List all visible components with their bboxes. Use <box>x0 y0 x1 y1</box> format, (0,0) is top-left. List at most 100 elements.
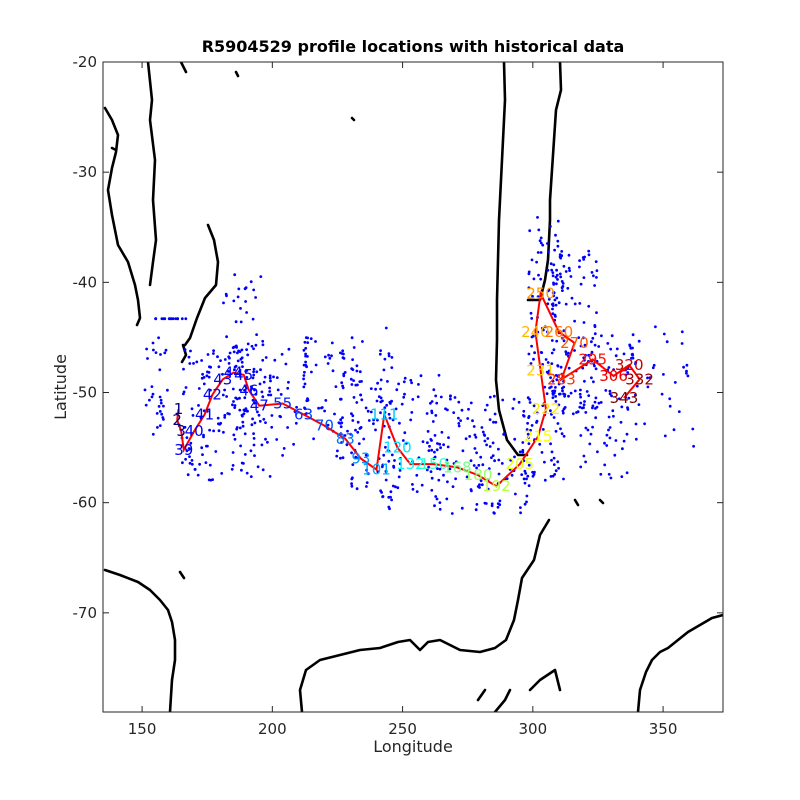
historical-point <box>374 387 377 391</box>
historical-point <box>539 236 543 240</box>
historical-point <box>205 374 209 378</box>
historical-point <box>411 398 415 401</box>
historical-point <box>233 437 237 441</box>
historical-point <box>523 481 527 485</box>
historical-point <box>526 396 530 400</box>
historical-point <box>206 370 209 374</box>
historical-point <box>467 407 470 411</box>
historical-point <box>685 369 688 373</box>
historical-point <box>479 455 483 459</box>
profile-label: 132 <box>396 455 425 473</box>
historical-point <box>228 356 231 360</box>
historical-point <box>483 439 487 443</box>
historical-point <box>154 317 158 321</box>
historical-point <box>245 369 249 372</box>
historical-point <box>600 334 603 338</box>
historical-point <box>529 428 532 432</box>
historical-point <box>553 313 557 317</box>
historical-point <box>557 382 561 386</box>
historical-point <box>527 484 531 487</box>
historical-point <box>590 271 594 274</box>
historical-point <box>546 268 550 272</box>
historical-point <box>397 382 400 386</box>
historical-point <box>546 361 550 364</box>
historical-point <box>429 470 433 473</box>
historical-point <box>243 453 247 456</box>
historical-point <box>554 386 557 389</box>
historical-point <box>261 468 265 472</box>
historical-point <box>231 464 235 467</box>
historical-point <box>460 506 464 510</box>
historical-point <box>208 428 212 432</box>
historical-point <box>157 336 161 340</box>
historical-point <box>595 405 599 409</box>
historical-point <box>454 477 457 481</box>
historical-point <box>205 444 208 448</box>
historical-point <box>253 388 256 392</box>
historical-point <box>267 393 270 397</box>
historical-point <box>261 343 265 347</box>
historical-point <box>646 385 650 389</box>
historical-point <box>573 319 576 323</box>
historical-point <box>264 437 267 441</box>
historical-point <box>627 396 631 400</box>
historical-point <box>543 325 547 329</box>
historical-point <box>552 348 556 352</box>
profile-label: 3 <box>176 422 186 440</box>
historical-point <box>182 390 186 394</box>
profile-label: 111 <box>370 406 399 424</box>
historical-point <box>223 413 227 417</box>
profile-label: 40 <box>185 422 204 440</box>
historical-point <box>190 459 194 462</box>
historical-point <box>611 409 615 413</box>
historical-point <box>438 467 442 471</box>
historical-point <box>303 370 306 374</box>
historical-point <box>233 406 237 409</box>
historical-point <box>188 455 191 458</box>
historical-point <box>427 449 431 452</box>
historical-point <box>562 380 565 383</box>
historical-point <box>612 368 615 371</box>
historical-point <box>608 389 612 393</box>
historical-point <box>244 407 248 411</box>
historical-point <box>268 374 272 378</box>
historical-point <box>391 418 395 422</box>
historical-point <box>578 405 582 409</box>
historical-point <box>182 367 185 371</box>
historical-point <box>567 266 571 270</box>
historical-point <box>474 435 478 439</box>
historical-point <box>200 359 204 362</box>
historical-point <box>352 346 356 349</box>
historical-point <box>310 370 313 374</box>
profile-label: 180 <box>464 466 493 484</box>
historical-point <box>464 437 468 441</box>
historical-point <box>250 387 254 390</box>
historical-point <box>303 382 307 386</box>
historical-point <box>191 414 195 417</box>
historical-point <box>522 414 526 418</box>
historical-point <box>631 356 635 360</box>
historical-point <box>379 396 383 400</box>
historical-point <box>384 445 387 449</box>
historical-point <box>430 488 434 492</box>
historical-point <box>478 486 481 489</box>
historical-point <box>553 298 557 302</box>
historical-point <box>686 374 690 378</box>
historical-point <box>459 419 462 422</box>
historical-point <box>497 472 501 476</box>
historical-point <box>305 365 308 369</box>
historical-point <box>276 388 280 392</box>
historical-point <box>266 440 269 444</box>
historical-point <box>612 414 615 418</box>
historical-point <box>585 390 589 393</box>
historical-point <box>617 397 621 401</box>
historical-point <box>312 437 315 441</box>
profile-label: 222 <box>532 400 561 418</box>
historical-point <box>262 380 266 384</box>
historical-point <box>553 473 557 476</box>
historical-point <box>354 428 357 432</box>
profile-label: 343 <box>610 389 639 407</box>
historical-point <box>331 369 335 373</box>
historical-point <box>249 449 253 453</box>
historical-point <box>562 329 566 333</box>
